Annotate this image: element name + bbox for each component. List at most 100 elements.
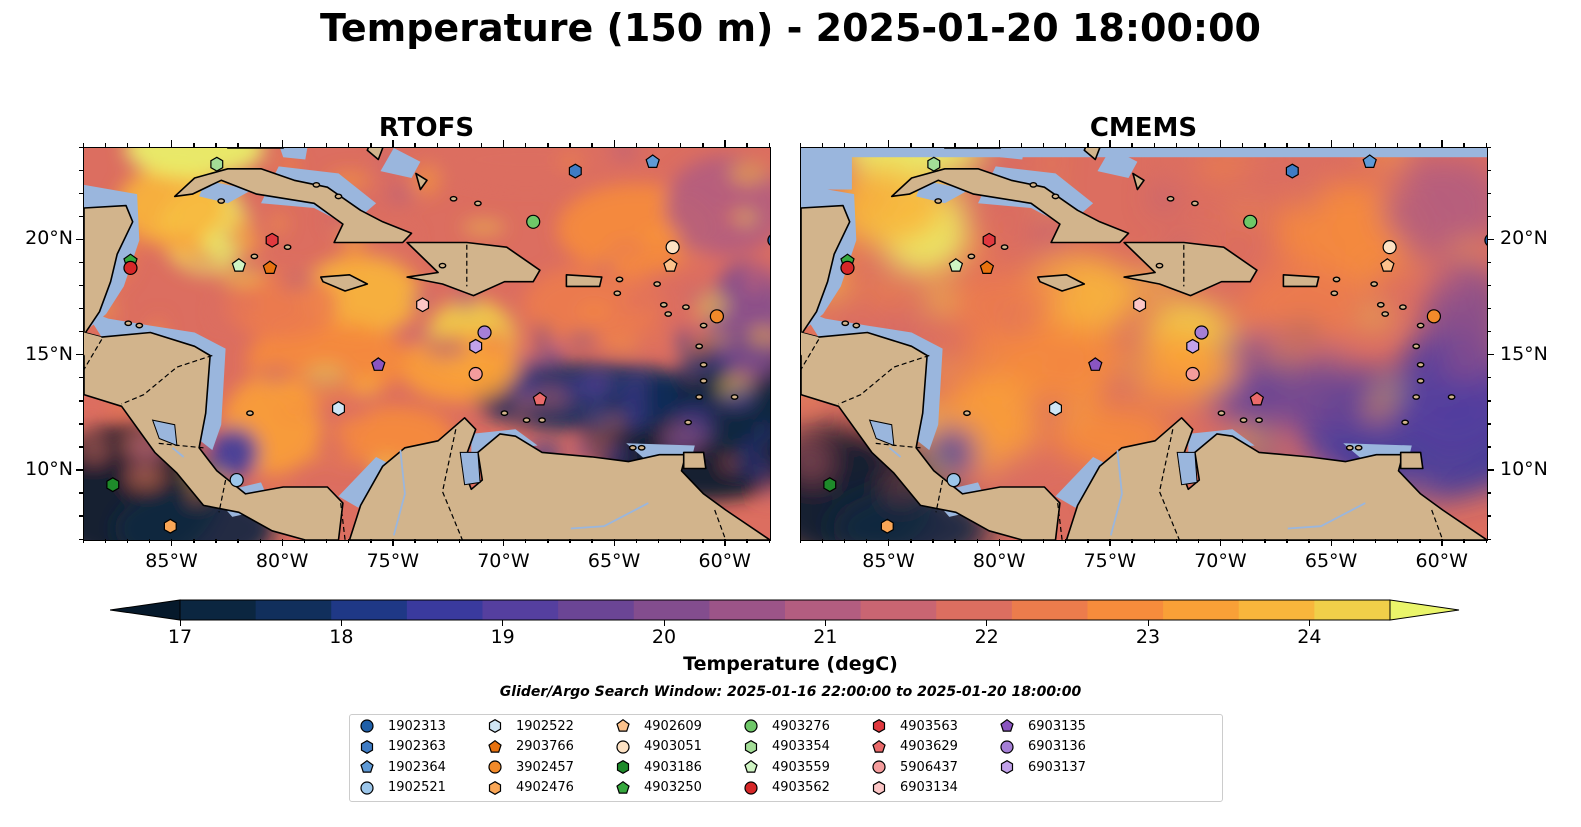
legend-item[interactable]: 1902363 xyxy=(358,738,446,756)
small-island xyxy=(1354,444,1363,451)
float-marker-1902313[interactable] xyxy=(767,234,770,247)
lon-tick xyxy=(480,143,483,147)
legend-item[interactable]: 4903186 xyxy=(614,758,702,776)
float-marker-4903354[interactable] xyxy=(210,156,224,172)
lon-tick xyxy=(458,539,461,543)
legend-item[interactable]: 4903559 xyxy=(742,758,830,776)
lon-tick xyxy=(724,539,726,546)
float-marker-4903354[interactable] xyxy=(927,156,941,172)
float-marker-5906437[interactable] xyxy=(468,366,483,382)
small-island xyxy=(664,311,673,317)
float-marker-1902521[interactable] xyxy=(946,472,961,488)
legend-item[interactable]: 4903276 xyxy=(742,717,830,735)
legend-circle-icon xyxy=(488,760,502,774)
float-marker-1902522[interactable] xyxy=(1049,401,1062,417)
float-marker-6903134[interactable] xyxy=(1133,297,1147,313)
legend-item[interactable]: 1902521 xyxy=(358,779,446,797)
float-marker-2903766[interactable] xyxy=(262,260,278,275)
legend-item[interactable]: 4903629 xyxy=(870,738,958,756)
float-marker-4903562[interactable] xyxy=(840,260,855,276)
legend-item[interactable]: 4903562 xyxy=(742,779,830,797)
float-marker-4902476[interactable] xyxy=(880,518,894,534)
float-marker-1902313[interactable] xyxy=(1484,234,1487,247)
legend-item[interactable]: 3902457 xyxy=(486,758,574,776)
float-marker-6903137[interactable] xyxy=(1186,338,1200,354)
float-marker-1902364[interactable] xyxy=(645,154,660,168)
lon-tick xyxy=(392,539,394,546)
float-marker-1902521[interactable] xyxy=(229,472,244,488)
legend-item[interactable]: 5906437 xyxy=(870,758,958,776)
legend-item[interactable]: 2903766 xyxy=(486,738,574,756)
lon-tick xyxy=(1308,143,1310,147)
legend-item[interactable]: 6903135 xyxy=(998,717,1086,735)
legend-item[interactable]: 6903134 xyxy=(870,779,958,797)
legend-label: 5906437 xyxy=(900,759,958,775)
float-marker-1902363[interactable] xyxy=(1285,163,1299,179)
float-marker-4903629[interactable] xyxy=(532,391,548,406)
lon-tick xyxy=(1441,140,1443,147)
float-marker-1902522[interactable] xyxy=(332,401,345,417)
legend-item[interactable]: 4903250 xyxy=(614,779,702,797)
lon-tick-label: 80°W xyxy=(972,550,1026,572)
float-marker-4903563[interactable] xyxy=(265,232,279,248)
lon-tick xyxy=(998,140,1001,147)
lon-tick xyxy=(126,143,129,147)
legend-item[interactable]: 6903136 xyxy=(998,738,1086,756)
float-marker-6903135[interactable] xyxy=(1088,357,1103,371)
small-island xyxy=(967,253,976,260)
small-island xyxy=(1381,311,1390,317)
small-island xyxy=(312,181,321,188)
small-island xyxy=(1412,394,1421,400)
shallow-shelf xyxy=(380,148,421,178)
small-island xyxy=(615,276,624,283)
lat-tick xyxy=(76,469,83,471)
legend-item[interactable]: 4902609 xyxy=(614,717,702,735)
land-bahamas2 xyxy=(366,148,384,161)
legend-item[interactable]: 6903137 xyxy=(998,758,1086,776)
lon-tick xyxy=(679,539,682,543)
country-border xyxy=(218,479,227,513)
float-marker-6903134[interactable] xyxy=(416,297,430,313)
float-marker-2903766[interactable] xyxy=(979,260,995,275)
legend-item[interactable]: 4903354 xyxy=(742,738,830,756)
float-marker-3902457[interactable] xyxy=(1426,309,1441,324)
float-marker-4903051[interactable] xyxy=(1382,240,1397,255)
float-marker-1902364[interactable] xyxy=(1362,154,1377,168)
legend-item[interactable]: 1902364 xyxy=(358,758,446,776)
float-marker-4903186[interactable] xyxy=(823,477,837,493)
float-marker-6903136[interactable] xyxy=(477,325,492,340)
float-marker-4903276[interactable] xyxy=(1243,214,1258,229)
lon-tick xyxy=(679,143,682,147)
lon-tick xyxy=(932,539,934,543)
float-marker-6903136[interactable] xyxy=(1194,325,1209,340)
float-marker-4903629[interactable] xyxy=(1249,391,1265,406)
float-marker-4903562[interactable] xyxy=(123,260,138,276)
country-border xyxy=(340,503,346,540)
legend-item[interactable]: 1902522 xyxy=(486,717,574,735)
float-marker-1902363[interactable] xyxy=(568,163,582,179)
small-island xyxy=(1166,195,1175,202)
legend-item[interactable]: 4902476 xyxy=(486,779,574,797)
shallow-shelf xyxy=(1055,457,1107,508)
float-marker-6903135[interactable] xyxy=(371,357,386,371)
float-marker-4902476[interactable] xyxy=(163,518,177,534)
legend-item[interactable]: 4903051 xyxy=(614,738,702,756)
float-marker-4903559[interactable] xyxy=(231,258,247,272)
float-marker-4902609[interactable] xyxy=(663,258,678,272)
land-puertorico xyxy=(1282,274,1320,288)
float-marker-5906437[interactable] xyxy=(1185,366,1200,382)
float-marker-6903137[interactable] xyxy=(469,338,483,354)
float-marker-4902609[interactable] xyxy=(1380,258,1395,272)
legend-hexagon-icon xyxy=(488,780,502,795)
float-marker-4903276[interactable] xyxy=(526,214,541,229)
float-marker-4903186[interactable] xyxy=(106,477,120,493)
float-marker-3902457[interactable] xyxy=(709,309,724,324)
float-marker-4903051[interactable] xyxy=(665,240,680,255)
float-marker-4903563[interactable] xyxy=(982,232,996,248)
float-marker-4903559[interactable] xyxy=(948,258,964,272)
small-island xyxy=(653,281,662,287)
legend-item[interactable]: 1902313 xyxy=(358,717,446,735)
legend-label: 6903134 xyxy=(900,780,958,795)
legend-label: 1902521 xyxy=(388,780,446,795)
legend-item[interactable]: 4903563 xyxy=(870,717,958,735)
